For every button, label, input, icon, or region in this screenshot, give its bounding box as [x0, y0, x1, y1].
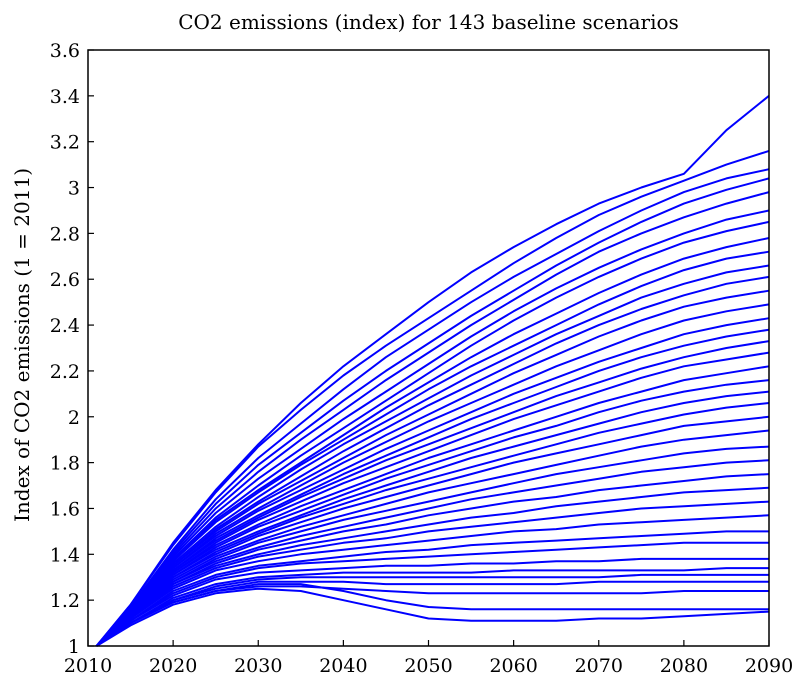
y-tick-label: 2.6	[50, 269, 80, 291]
series-line-4	[95, 177, 770, 647]
y-tick-label: 1.8	[50, 453, 80, 475]
x-axis: 2010 2020 2030 2040 2050 2060 2070 2080 2090	[64, 640, 793, 677]
y-tick-label: 3.6	[50, 40, 80, 62]
series-line-30	[95, 530, 769, 647]
series-line-21	[95, 402, 770, 647]
y-tick-label: 2.8	[50, 223, 80, 245]
series-line-10	[95, 264, 770, 647]
y-tick-label: 3	[68, 178, 80, 200]
series-line-13	[95, 303, 770, 647]
series-line-29	[95, 514, 770, 647]
x-tick-label: 2030	[234, 655, 282, 677]
y-tick-label: 1.6	[50, 498, 80, 520]
x-tick-label: 2040	[319, 655, 367, 677]
y-tick-label: 1	[68, 636, 80, 658]
x-tick-label: 2060	[489, 655, 537, 677]
x-tick-label: 2010	[64, 655, 112, 677]
y-tick-label: 2	[68, 407, 80, 429]
series-line-20	[95, 390, 770, 647]
series-lines	[95, 95, 770, 647]
series-line-31	[95, 541, 769, 647]
series-line-28	[95, 500, 770, 647]
series-line-26	[95, 473, 770, 647]
series-line-8	[95, 237, 770, 647]
series-line-1	[95, 95, 770, 647]
series-line-34	[95, 573, 769, 647]
series-line-17	[95, 351, 770, 647]
y-tick-label: 2.2	[50, 361, 80, 383]
series-line-6	[95, 209, 770, 647]
series-line-37	[95, 583, 769, 647]
x-tick-label: 2070	[575, 655, 623, 677]
y-axis: 1 1.2 1.4 1.6 1.8 2 2.2 2.4 2.6 2.8 3 3.2 3.4 3.6	[50, 40, 94, 658]
series-line-24	[95, 445, 770, 647]
series-line-2	[95, 149, 770, 647]
x-tick-label: 2090	[745, 655, 793, 677]
series-line-14	[95, 317, 770, 647]
x-tick-label: 2020	[149, 655, 197, 677]
chart-title: CO2 emissions (index) for 143 baseline s…	[178, 10, 679, 34]
series-line-27	[95, 486, 770, 647]
series-line-22	[95, 415, 770, 647]
series-line-23	[95, 429, 770, 647]
series-line-25	[95, 459, 770, 647]
series-line-16	[95, 340, 770, 647]
series-line-33	[95, 567, 769, 647]
y-tick-label: 1.2	[50, 590, 80, 612]
series-line-38	[95, 587, 770, 647]
y-tick-label: 1.4	[50, 544, 80, 566]
series-line-32	[95, 557, 769, 647]
y-tick-label: 3.2	[50, 132, 80, 154]
series-line-3	[95, 168, 770, 647]
y-tick-label: 2.4	[50, 315, 80, 337]
series-line-15	[95, 328, 770, 647]
series-line-5	[95, 191, 770, 647]
y-tick-label: 3.4	[50, 86, 80, 108]
x-tick-label: 2050	[404, 655, 452, 677]
series-line-7	[95, 220, 770, 647]
series-line-12	[95, 289, 770, 647]
x-tick-label: 2080	[660, 655, 708, 677]
series-line-9	[95, 250, 770, 647]
series-line-11	[95, 275, 770, 647]
series-line-18	[95, 365, 770, 647]
series-line-35	[95, 580, 769, 647]
series-line-19	[95, 379, 770, 647]
